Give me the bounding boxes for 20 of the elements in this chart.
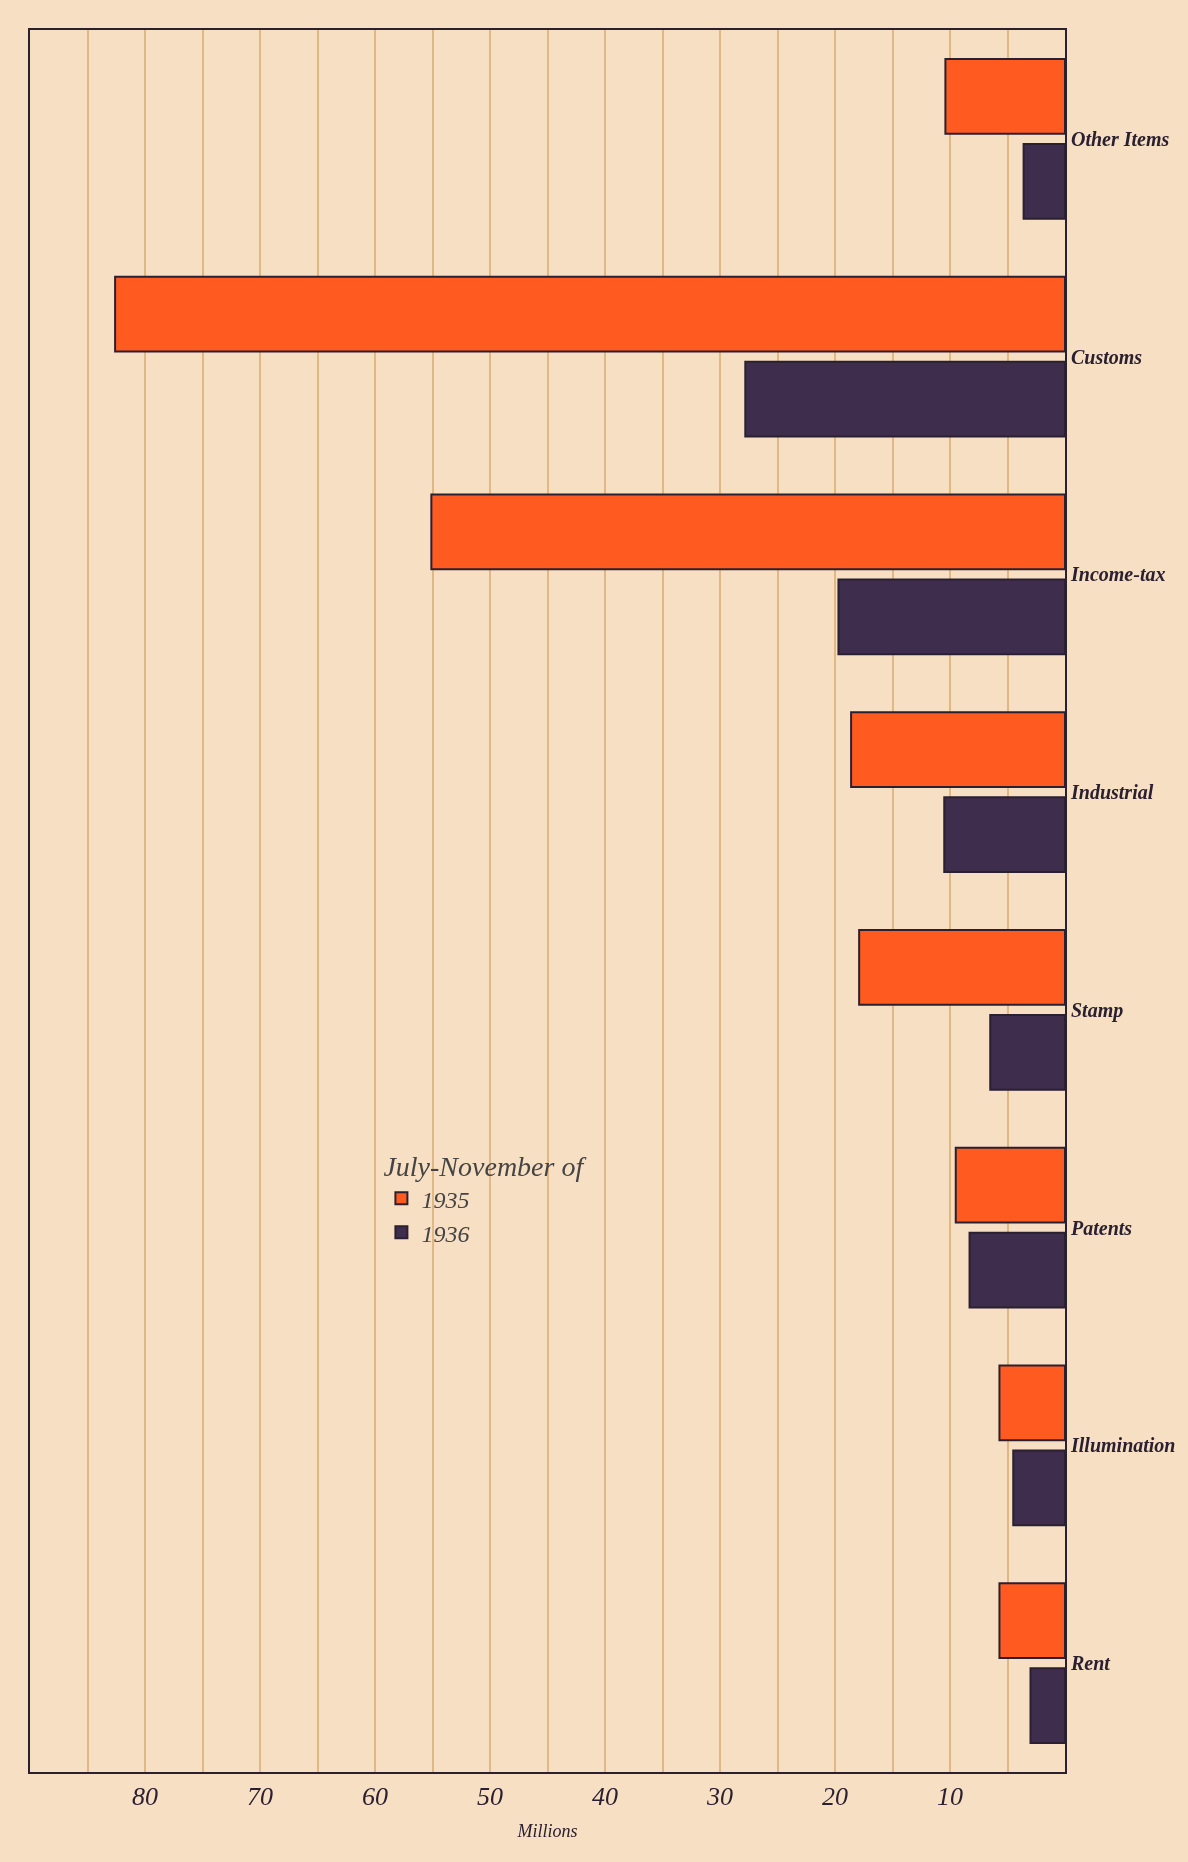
y-tick-label: Rent	[1070, 1652, 1112, 1675]
legend-title: July-November of	[383, 1151, 587, 1183]
x-tick-label: 60	[362, 1782, 388, 1812]
legend-label: 1936	[421, 1220, 470, 1247]
y-tick-label: Income-tax	[1070, 563, 1166, 586]
y-tick-label: Stamp	[1071, 998, 1124, 1022]
y-tick-label: Other Items	[1071, 127, 1170, 150]
x-tick-label: 10	[937, 1782, 963, 1812]
x-tick-label: 80	[132, 1782, 158, 1812]
x-tick-label: 70	[247, 1782, 273, 1812]
y-tick-label: Customs	[1071, 345, 1143, 368]
x-axis-title: Millions	[516, 1821, 578, 1841]
y-tick-label: Industrial	[1070, 781, 1154, 804]
x-tick-label: 20	[822, 1782, 848, 1812]
legend-label: 1935	[421, 1186, 470, 1213]
x-tick-label: 30	[706, 1782, 733, 1812]
x-tick-label: 50	[477, 1782, 503, 1812]
y-tick-label: Patents	[1070, 1216, 1133, 1239]
x-tick-label: 40	[592, 1782, 618, 1812]
y-tick-label: Illumination	[1070, 1434, 1176, 1457]
